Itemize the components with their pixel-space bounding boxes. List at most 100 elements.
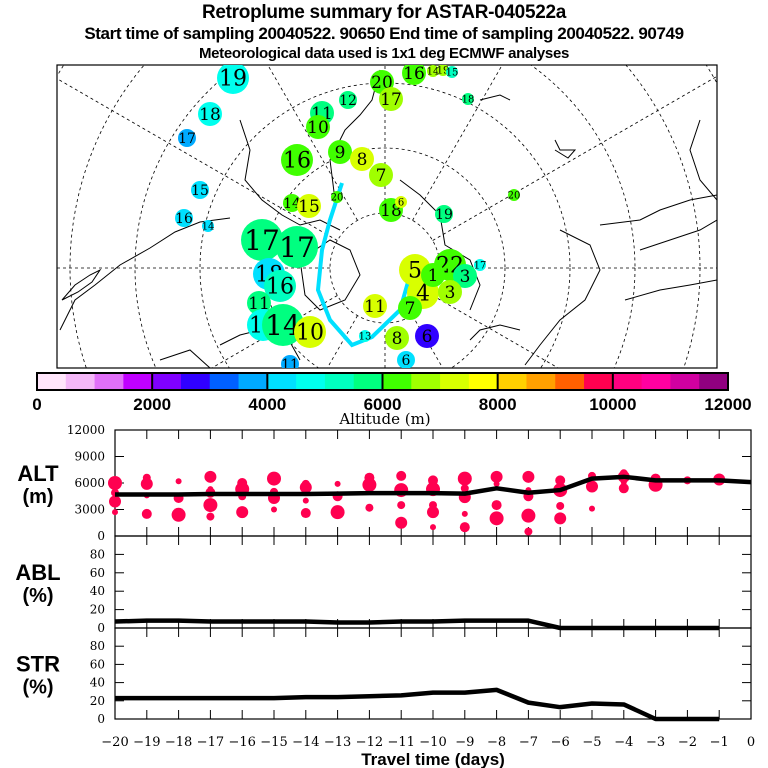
altitude-cluster-point — [207, 486, 214, 493]
altitude-cluster-point — [206, 512, 215, 521]
altitude-cluster-point — [524, 527, 533, 536]
cluster-circle — [453, 264, 477, 288]
map-cluster-marker: 14 — [262, 304, 304, 346]
cluster-circle — [379, 87, 403, 111]
abl-line — [114, 618, 720, 631]
cluster-circle — [175, 209, 193, 227]
cluster-day-label: 19 — [219, 67, 247, 92]
cluster-circle — [385, 326, 409, 350]
cluster-circle — [398, 296, 422, 320]
panel-abl: ABL(%) 0 20 40 60 80 — [15, 535, 752, 635]
map-cluster-marker: 19 — [437, 65, 450, 77]
cluster-circle — [474, 259, 486, 271]
cluster-circle — [264, 270, 296, 302]
meridian-line — [57, 78, 338, 241]
panel-ylabel-unit: (%) — [22, 585, 53, 607]
map-cluster-marker: 8 — [385, 326, 409, 350]
cluster-circle — [438, 280, 462, 304]
coastline — [61, 268, 102, 301]
colorbar-segment — [468, 373, 499, 390]
map-cluster-marker: 18 — [379, 198, 403, 222]
altitude-cluster-point — [589, 505, 595, 512]
cluster-day-label: 20 — [508, 191, 521, 202]
latitude-circle — [264, 147, 506, 368]
panel-alt: ALT(m) 0 3000 6000 9000 12000 — [17, 423, 752, 543]
y-tick-label: 9000 — [74, 450, 105, 464]
colorbar-segment — [497, 373, 527, 390]
y-tick-label: 12000 — [67, 423, 105, 437]
map-cluster-marker: 11 — [281, 355, 299, 368]
colorbar-segment — [670, 373, 700, 390]
altitude-cluster-point — [175, 478, 182, 485]
cluster-day-label: 11 — [248, 294, 270, 314]
colorbar-segment — [641, 373, 671, 390]
cluster-day-label: 6 — [398, 198, 404, 209]
cluster-day-label: 18 — [380, 201, 402, 221]
x-tick-label: −16 — [228, 735, 255, 750]
panel-frame — [114, 535, 752, 629]
altitude-cluster-point — [301, 479, 310, 488]
y-tick-label: 80 — [90, 639, 105, 653]
cluster-day-label: 8 — [392, 329, 403, 349]
map-cluster-marker: 18 — [198, 102, 222, 126]
colorbar-segment — [612, 373, 643, 390]
panel-ylabel: STR — [16, 652, 60, 677]
chart-title: Retroplume summary for ASTAR-040522a — [201, 2, 567, 23]
cluster-circle — [427, 65, 439, 77]
map-cluster-marker: 7 — [369, 163, 393, 187]
time-series-panels: ALT(m)030006000900012000ABL(%)020406080S… — [15, 423, 755, 768]
y-tick-label: 40 — [90, 676, 105, 690]
map-cluster-marker: 13 — [359, 330, 371, 343]
x-tick-label: −19 — [133, 735, 160, 750]
altitude-cluster-point — [300, 508, 311, 519]
altitude-cluster-point — [556, 501, 565, 510]
x-tick-label: −17 — [197, 735, 224, 750]
colorbar-segment — [555, 373, 585, 390]
cluster-circle — [437, 65, 449, 76]
map-cluster-marker: 20 — [331, 191, 343, 204]
map-cluster-marker: 17 — [241, 219, 283, 261]
cluster-day-label: 18 — [462, 95, 475, 106]
colorbar-segment — [37, 373, 67, 390]
y-tick-label: 60 — [90, 657, 105, 671]
colorbar-segment — [296, 373, 326, 390]
altitude-cluster-point — [141, 508, 152, 519]
coastline — [554, 139, 577, 159]
coastline — [59, 217, 231, 331]
altitude-cluster-point — [142, 473, 151, 482]
y-tick-label: 0 — [97, 529, 105, 543]
altitude-cluster-point — [430, 524, 436, 531]
cluster-circle — [306, 115, 330, 139]
x-tick-label: −7 — [519, 735, 538, 750]
y-tick-label: 20 — [90, 603, 105, 617]
cluster-circle — [262, 304, 304, 346]
map-cluster-marker: 17 — [276, 226, 318, 268]
coastline — [524, 229, 601, 366]
cluster-circle — [328, 140, 352, 164]
altitude-cluster-point — [364, 472, 375, 483]
colorbar-segment — [180, 373, 211, 390]
panel-ylabel-unit: (%) — [22, 677, 53, 699]
cluster-circle — [446, 66, 458, 78]
cluster-circle — [283, 194, 301, 212]
cluster-day-label: 17 — [178, 131, 196, 147]
cluster-circle — [241, 219, 283, 261]
cluster-circle — [363, 294, 387, 318]
colorbar-tick-label: 0 — [32, 395, 41, 414]
altitude-cluster-point — [491, 500, 502, 511]
map-cluster-marker: 12 — [339, 91, 357, 109]
cluster-day-label: 19 — [437, 66, 450, 77]
map-cluster-marker: 20 — [508, 189, 521, 202]
cluster-circle — [191, 181, 209, 199]
cluster-day-label: 10 — [296, 321, 324, 346]
colorbar-segment — [353, 373, 383, 390]
altitude-cluster-point — [429, 501, 437, 510]
cluster-day-label: 17 — [380, 90, 402, 110]
cluster-circle — [198, 102, 222, 126]
colorbar-segment — [65, 373, 96, 390]
altitude-cluster-point — [427, 506, 439, 519]
altitude-cluster-point — [171, 507, 186, 522]
